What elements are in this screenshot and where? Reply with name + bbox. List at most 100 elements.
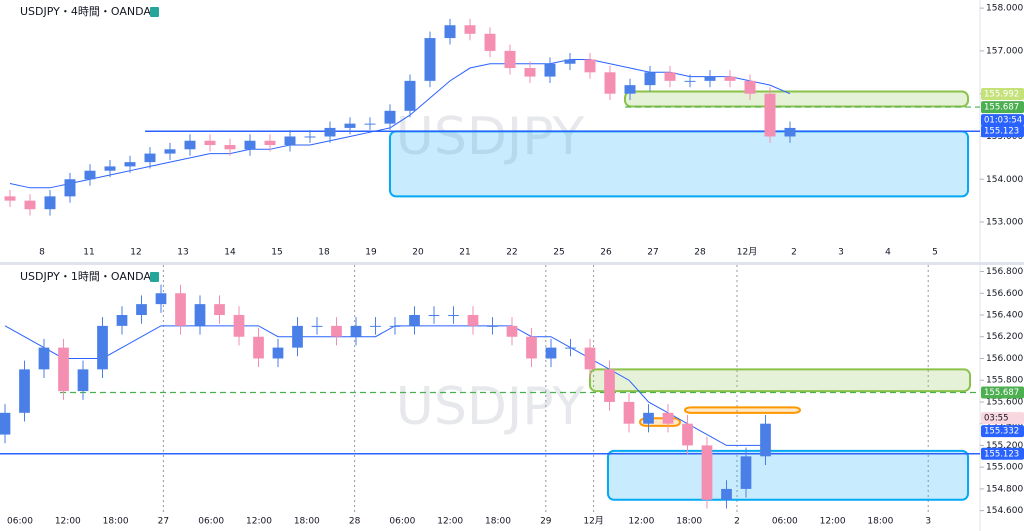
candle-body bbox=[664, 72, 676, 81]
x-tick-label: 12:00 bbox=[820, 517, 846, 527]
candle-body bbox=[384, 110, 396, 124]
flag-icon bbox=[150, 7, 159, 17]
x-tick-label: 12月 bbox=[737, 247, 757, 258]
countdown-bg bbox=[981, 412, 1024, 425]
candle-body bbox=[504, 50, 516, 69]
candle-body bbox=[701, 445, 713, 500]
price-label-bg bbox=[981, 386, 1024, 399]
price-label-bg bbox=[981, 88, 1024, 101]
y-tick-label: 155.000 bbox=[986, 463, 1023, 473]
x-tick-label: 18:00 bbox=[676, 517, 702, 527]
candle-body bbox=[565, 347, 576, 349]
candle-body bbox=[740, 456, 752, 489]
price-zone bbox=[684, 406, 801, 414]
x-tick-label: 27 bbox=[647, 248, 658, 258]
watermark: USDJPY bbox=[396, 107, 585, 167]
candle-body bbox=[662, 412, 674, 424]
x-tick-label: 3 bbox=[838, 248, 844, 258]
x-tick-label: 18:00 bbox=[103, 517, 129, 527]
candle-body bbox=[624, 85, 636, 94]
candle-body bbox=[311, 325, 323, 327]
candle-body bbox=[175, 293, 186, 326]
candle-body bbox=[214, 304, 225, 315]
candle-body bbox=[744, 80, 756, 94]
x-tick-label: 06:00 bbox=[389, 517, 415, 527]
x-tick-label: 3 bbox=[925, 517, 931, 527]
x-tick-label: 2 bbox=[791, 248, 797, 258]
y-tick-label: 155.800 bbox=[986, 376, 1023, 386]
y-tick-label: 154.000 bbox=[986, 175, 1023, 185]
candle-body bbox=[644, 72, 656, 86]
candle-body bbox=[331, 325, 342, 337]
x-tick-label: 12:00 bbox=[246, 517, 272, 527]
candle-body bbox=[721, 488, 732, 500]
candle-body bbox=[682, 423, 693, 446]
candle-body bbox=[784, 127, 796, 137]
price-zone bbox=[389, 130, 969, 198]
candle-body bbox=[684, 80, 696, 82]
candle-body bbox=[116, 315, 128, 326]
candle-body bbox=[564, 59, 576, 64]
candle-body bbox=[304, 136, 316, 138]
candle-body bbox=[524, 68, 536, 77]
candle-body bbox=[204, 140, 216, 146]
candle-body bbox=[428, 315, 440, 316]
x-tick-label: 12月 bbox=[583, 516, 603, 527]
y-tick-label: 155.600 bbox=[986, 397, 1023, 407]
price-label: 155.123 bbox=[984, 449, 1019, 459]
flag-icon bbox=[150, 272, 159, 282]
candle-body bbox=[64, 179, 76, 197]
x-tick-label: 12:00 bbox=[55, 517, 81, 527]
candle-body bbox=[97, 325, 108, 370]
candle-body bbox=[464, 25, 476, 34]
candle-body bbox=[244, 140, 256, 150]
pane-title: USDJPY・1時間・OANDA bbox=[20, 270, 151, 283]
candle-body bbox=[284, 136, 296, 146]
candle-body bbox=[506, 325, 518, 337]
candle-body bbox=[19, 369, 30, 413]
candle-body bbox=[724, 76, 736, 81]
price-zone bbox=[589, 368, 971, 393]
candle-body bbox=[444, 25, 456, 39]
pane-divider bbox=[0, 262, 1024, 265]
candle-body bbox=[104, 166, 116, 171]
price-label: 155.123 bbox=[984, 127, 1019, 137]
y-tick-label: 154.800 bbox=[986, 484, 1023, 494]
price-label: 155.687 bbox=[984, 103, 1019, 113]
x-tick-label: 5 bbox=[932, 248, 938, 258]
price-label: 155.687 bbox=[984, 388, 1019, 398]
candle-body bbox=[604, 72, 616, 94]
candle-body bbox=[370, 325, 381, 327]
x-tick-label: 19 bbox=[365, 248, 377, 258]
candle-body bbox=[155, 293, 167, 305]
candle-body bbox=[545, 347, 557, 359]
candle-body bbox=[264, 140, 276, 146]
candle-body bbox=[58, 347, 69, 392]
candle-body bbox=[292, 325, 303, 348]
y-tick-label: 156.200 bbox=[986, 332, 1023, 342]
x-tick-label: 11 bbox=[83, 248, 94, 258]
candle-body bbox=[404, 80, 416, 111]
moving-average bbox=[9, 58, 791, 189]
candle-body bbox=[424, 38, 436, 81]
candle-body bbox=[584, 59, 596, 73]
candle-body bbox=[344, 123, 356, 128]
price-label: 155.992 bbox=[984, 90, 1019, 100]
pane-title: USDJPY・4時間・OANDA bbox=[20, 5, 151, 18]
price-zone bbox=[607, 449, 969, 501]
y-tick-label: 155.200 bbox=[986, 441, 1023, 451]
y-tick-label: 156.000 bbox=[986, 354, 1023, 364]
candle-body bbox=[760, 423, 771, 457]
x-tick-label: 28 bbox=[349, 517, 361, 527]
x-tick-label: 27 bbox=[158, 517, 169, 527]
candle-body bbox=[643, 412, 654, 424]
price-label: 155.332 bbox=[984, 427, 1019, 437]
candle-body bbox=[389, 325, 401, 327]
candle-body bbox=[136, 304, 147, 315]
countdown: 03:55 bbox=[984, 414, 1009, 424]
candle-body bbox=[24, 200, 36, 210]
x-tick-label: 21 bbox=[459, 248, 470, 258]
candle-body bbox=[324, 127, 336, 137]
x-tick-label: 13 bbox=[177, 248, 188, 258]
